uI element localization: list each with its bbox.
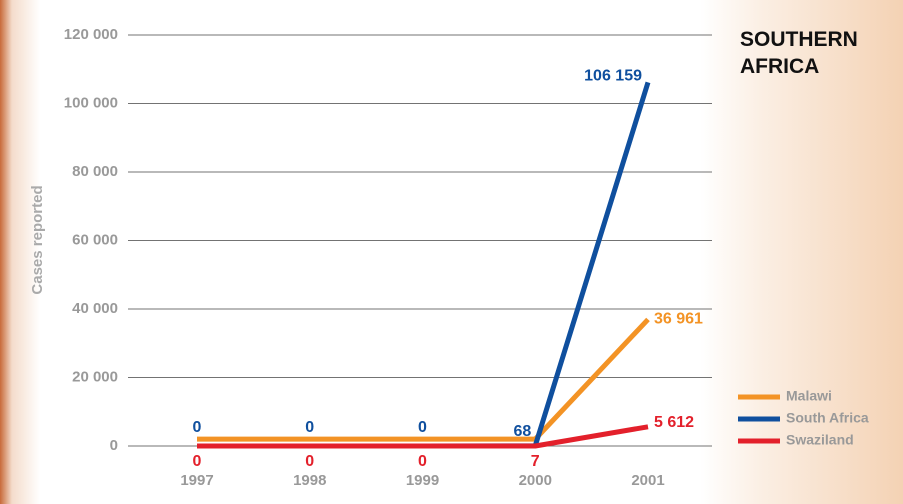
legend-label: South Africa bbox=[786, 410, 869, 426]
x-tick-label: 1998 bbox=[293, 472, 326, 489]
data-label: 0 bbox=[193, 453, 202, 470]
y-tick-label: 0 bbox=[110, 437, 118, 454]
x-tick-label: 1999 bbox=[406, 472, 439, 489]
x-tick-label: 1997 bbox=[180, 472, 213, 489]
series-line bbox=[197, 317, 650, 442]
y-tick-label: 100 000 bbox=[64, 94, 118, 111]
x-tick-label: 2000 bbox=[519, 472, 552, 489]
data-label: 36 961 bbox=[654, 311, 703, 328]
data-label: 106 159 bbox=[584, 68, 642, 85]
data-label: 68 bbox=[513, 423, 531, 440]
data-label: 5 612 bbox=[654, 414, 694, 431]
series-line bbox=[197, 424, 649, 449]
x-tick-label: 2001 bbox=[631, 472, 664, 489]
y-tick-label: 40 000 bbox=[72, 300, 118, 317]
y-tick-label: 20 000 bbox=[72, 368, 118, 385]
data-label: 0 bbox=[418, 419, 427, 436]
data-label: 7 bbox=[531, 453, 540, 470]
data-label: 0 bbox=[418, 453, 427, 470]
legend-label: Swaziland bbox=[786, 432, 854, 448]
data-label: 0 bbox=[305, 419, 314, 436]
data-label: 0 bbox=[193, 419, 202, 436]
y-tick-label: 80 000 bbox=[72, 163, 118, 180]
y-tick-label: 120 000 bbox=[64, 26, 118, 43]
y-tick-label: 60 000 bbox=[72, 231, 118, 248]
y-axis-label: Cases reported bbox=[29, 185, 46, 294]
data-label: 0 bbox=[305, 453, 314, 470]
legend-label: Malawi bbox=[786, 388, 832, 404]
chart-title: SOUTHERN AFRICA bbox=[740, 28, 858, 78]
